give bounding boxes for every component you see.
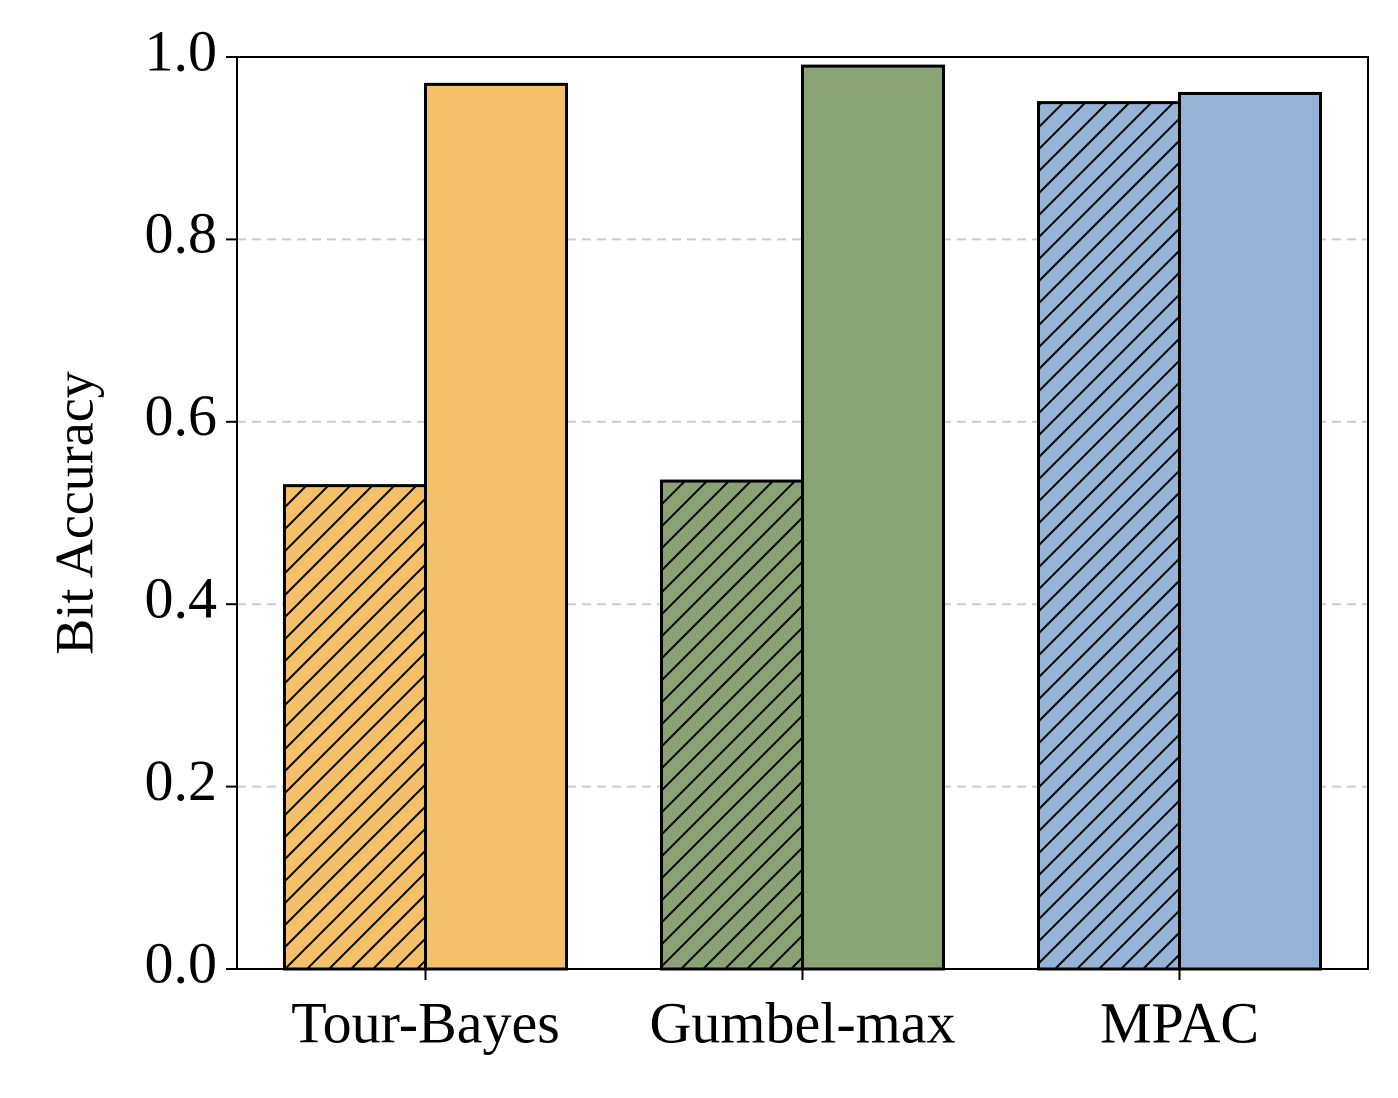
bar (283, 484, 428, 971)
bar (424, 82, 568, 971)
y-tick-label: 0.4 (145, 566, 218, 631)
x-tick-label: MPAC (1100, 990, 1259, 1055)
y-tick-label: 0.0 (145, 930, 218, 995)
x-tick-label: Tour-Bayes (291, 990, 560, 1055)
y-axis-label: Bit Accuracy (44, 371, 104, 654)
y-tick-label: 1.0 (145, 18, 218, 83)
y-tick-label: 0.2 (145, 748, 218, 813)
y-tick-label: 0.8 (145, 201, 218, 266)
bar (1178, 91, 1322, 971)
bar (660, 479, 805, 971)
x-tick-label: Gumbel-max (649, 990, 955, 1055)
y-tick-label: 0.6 (145, 383, 218, 448)
bar (1037, 101, 1181, 971)
bar (801, 64, 945, 971)
plot-frame (236, 56, 1369, 970)
